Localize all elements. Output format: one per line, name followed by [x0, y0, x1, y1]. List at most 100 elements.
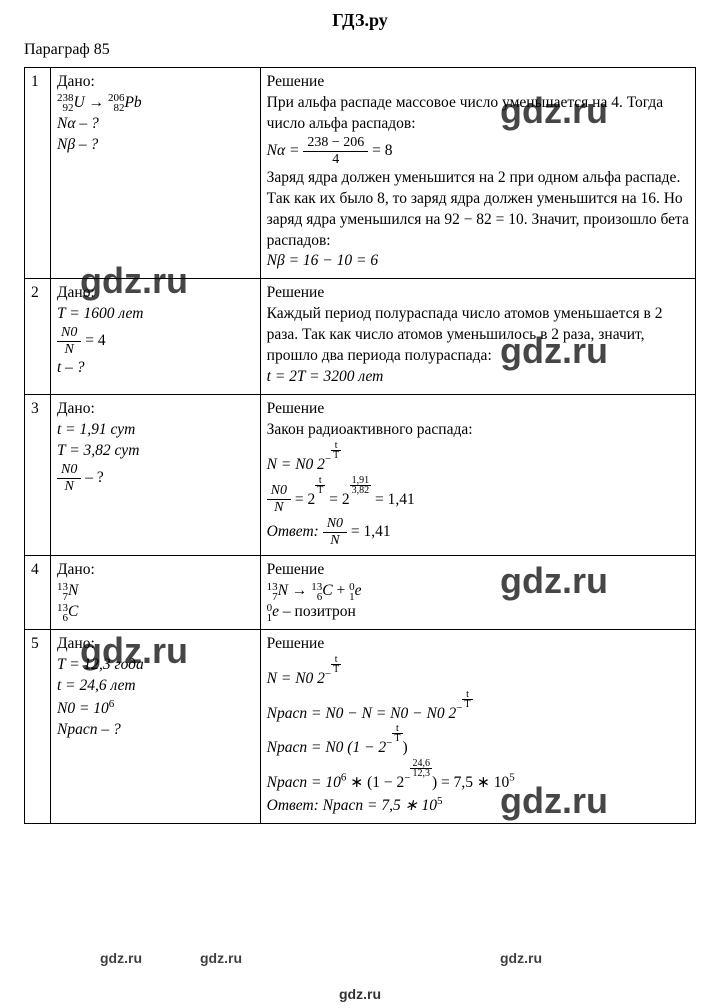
- paragraph-title: Параграф 85: [0, 37, 720, 67]
- equation-rhs: = 1,41: [371, 490, 415, 507]
- fraction: N0N: [323, 516, 347, 549]
- equation-mid: ∗ (1 − 2: [346, 774, 404, 791]
- given-value: t = 1,91 сут: [57, 421, 135, 438]
- solution-cell: Решение N = N0 2−tT Nрасп = N0 − N = N0 …: [260, 630, 695, 824]
- element-symbol: e: [355, 582, 362, 599]
- equation-mid: = 2: [325, 490, 349, 507]
- equation-mid: ) = 7,5 ∗ 10: [432, 774, 509, 791]
- nuclide: 136: [311, 582, 322, 602]
- denominator: 12,3: [410, 769, 432, 778]
- problems-table: 1 Дано: 23892U → 20682Pb Nα – ? Nβ – ? Р…: [24, 67, 696, 824]
- solution-label: Решение: [267, 284, 325, 301]
- tiny-fraction: tT: [462, 690, 472, 709]
- solution-label: Решение: [267, 400, 325, 417]
- table-row: 1 Дано: 23892U → 20682Pb Nα – ? Nβ – ? Р…: [25, 68, 696, 279]
- numerator: N0: [57, 325, 81, 342]
- given-label: Дано:: [57, 561, 95, 578]
- exponent: −24,612,3: [404, 772, 432, 784]
- element-symbol: N: [278, 582, 288, 599]
- tiny-fraction: 1,913,82: [350, 476, 372, 495]
- denominator: 3,82: [350, 486, 372, 495]
- table-row: 2 Дано: T = 1600 лет N0N = 4 t – ? Решен…: [25, 279, 696, 395]
- plus: +: [333, 582, 350, 599]
- given-cell: Дано: t = 1,91 сут T = 3,82 сут N0N – ?: [50, 394, 260, 555]
- arrow: →: [288, 582, 311, 599]
- exponent: −tT: [386, 737, 402, 749]
- fraction: 238 − 2064: [303, 135, 368, 168]
- exponent: 5: [437, 795, 443, 807]
- denominator: T: [331, 665, 341, 674]
- unknown: Nβ – ?: [57, 136, 98, 153]
- denominator: T: [315, 486, 325, 495]
- solution-cell: Решение Закон радиоактивного распада: N …: [260, 394, 695, 555]
- given-cell: Дано: T = 12,3 года t = 24,6 лет N0 = 10…: [50, 630, 260, 824]
- tiny-fraction: tT: [392, 724, 402, 743]
- nuclide: 23892: [57, 93, 74, 113]
- denominator: N: [267, 500, 291, 516]
- equation-lhs: Nα =: [267, 142, 304, 159]
- unknown: Nα – ?: [57, 115, 99, 132]
- equation: N = N0 2: [267, 670, 325, 687]
- unknown: Nрасп – ?: [57, 721, 121, 738]
- given-value: T = 12,3 года: [57, 656, 144, 673]
- denominator: T: [331, 451, 341, 460]
- table-row: 4 Дано: 137N 136C Решение 137N → 136C + …: [25, 556, 696, 630]
- table-row: 5 Дано: T = 12,3 года t = 24,6 лет N0 = …: [25, 630, 696, 824]
- row-number: 3: [25, 394, 51, 555]
- equation: t = 2T = 3200 лет: [267, 368, 384, 385]
- row-number: 1: [25, 68, 51, 279]
- exponent: −tT: [325, 668, 341, 680]
- numerator: N0: [323, 516, 347, 533]
- solution-text: При альфа распаде массовое число уменьша…: [267, 94, 663, 132]
- rhs: – ?: [81, 469, 103, 486]
- table-row: 3 Дано: t = 1,91 сут T = 3,82 сут N0N – …: [25, 394, 696, 555]
- equation: Nрасп = 10: [267, 774, 341, 791]
- numerator: N0: [267, 483, 291, 500]
- unknown: t – ?: [57, 359, 85, 376]
- solution-text: Каждый период полураспада число атомов у…: [267, 305, 663, 364]
- given-cell: Дано: T = 1600 лет N0N = 4 t – ?: [50, 279, 260, 395]
- given-value: T = 1600 лет: [57, 305, 143, 322]
- tiny-fraction: tT: [315, 476, 325, 495]
- footer: gdz.ru: [0, 986, 720, 1002]
- given-cell: Дано: 137N 136C: [50, 556, 260, 630]
- solution-label: Решение: [267, 561, 325, 578]
- denominator: 4: [303, 152, 368, 168]
- watermark: gdz.ru: [100, 950, 142, 966]
- solution-text: Закон радиоактивного распада:: [267, 421, 473, 438]
- fraction: N0N: [267, 483, 291, 516]
- nuclide: 137: [267, 582, 278, 602]
- atomic-number: 7: [57, 592, 68, 602]
- denominator: N: [323, 533, 347, 549]
- site-header: ГДЗ.ру: [0, 0, 720, 37]
- element-symbol: C: [322, 582, 332, 599]
- equation-mid: = 2: [291, 490, 315, 507]
- element-symbol: U: [73, 94, 84, 111]
- atomic-number: 7: [267, 592, 278, 602]
- exponent: 5: [509, 772, 515, 784]
- exponent: 1,913,82: [350, 488, 372, 500]
- given-label: Дано:: [57, 635, 95, 652]
- nuclide: 20682: [108, 93, 125, 113]
- nuclide: 136: [57, 603, 68, 623]
- exponent: tT: [315, 488, 325, 500]
- atomic-number: 82: [108, 103, 125, 113]
- equation-rhs: ): [403, 739, 408, 756]
- watermark: gdz.ru: [200, 950, 242, 966]
- given-value: T = 3,82 сут: [57, 442, 139, 459]
- element-symbol: N: [68, 582, 78, 599]
- given-label: Дано:: [57, 400, 95, 417]
- exponent: −tT: [325, 453, 341, 465]
- equation: N = N0 2: [267, 456, 325, 473]
- denominator: N: [57, 342, 81, 358]
- denominator: N: [57, 479, 81, 495]
- row-number: 4: [25, 556, 51, 630]
- equation: Nβ = 16 − 10 = 6: [267, 252, 378, 269]
- numerator: 238 − 206: [303, 135, 368, 152]
- given-cell: Дано: 23892U → 20682Pb Nα – ? Nβ – ?: [50, 68, 260, 279]
- answer-rhs: = 1,41: [347, 523, 391, 540]
- fraction: N0N: [57, 325, 81, 358]
- exponent: 6: [109, 698, 115, 710]
- solution-cell: Решение 137N → 136C + 01e 01e – позитрон: [260, 556, 695, 630]
- atomic-number: 6: [57, 613, 68, 623]
